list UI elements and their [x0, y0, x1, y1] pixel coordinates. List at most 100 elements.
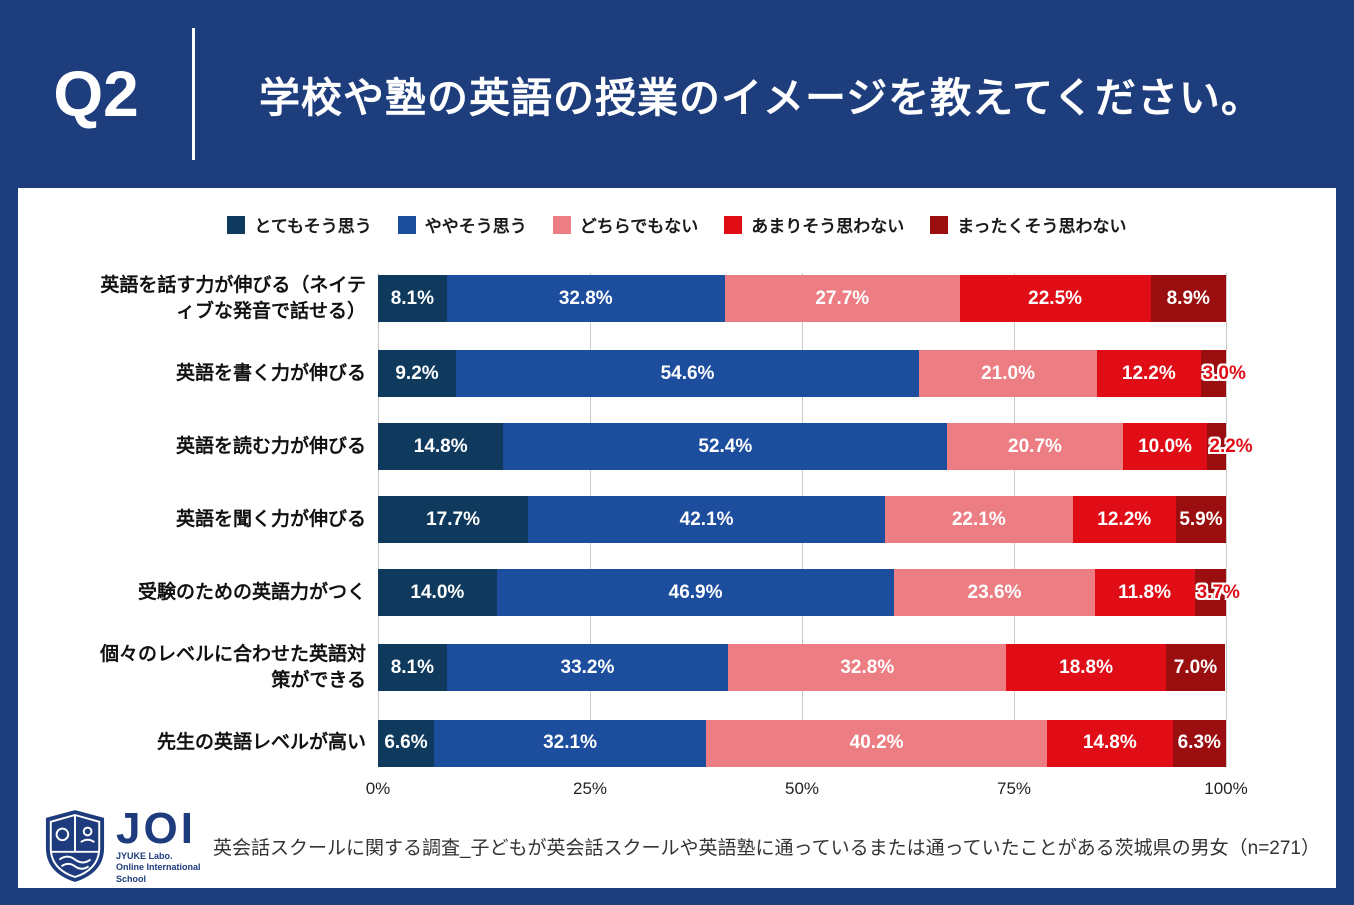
chart-row: 先生の英語レベルが高い 6.6% 32.1% 40.2% 14.8% 6.3% [18, 719, 1336, 767]
axis-tick-label: 75% [996, 778, 1032, 798]
bar-segment: 8.1% [378, 275, 447, 323]
chart-rows: 英語を話す力が伸びる（ネイティブな発音で話せる） 8.1% 32.8% 27.7% 22… [18, 273, 1336, 767]
bar-segment: 12.2% [1072, 496, 1176, 544]
bar-segment: 22.1% [885, 496, 1073, 544]
axis-spacer-left [18, 767, 378, 807]
chart-legend: とてもそう思う ややそう思う どちらでもない あまりそう思わない まったくそう思わない [18, 212, 1336, 237]
shield-logo-icon [45, 810, 105, 882]
bar-segment: 3.7% [1194, 569, 1240, 617]
logo-wordmark: JOI [116, 803, 196, 853]
bar-segment: 17.7% [378, 496, 529, 544]
bar-value-label: 33.2% [560, 656, 615, 678]
row-label: 英語を聞く力が伸びる [175, 508, 366, 530]
bar-segment: 6.3% [1172, 719, 1226, 767]
bar-value-label: 5.9% [1179, 508, 1223, 530]
bar-segment: 23.6% [894, 569, 1095, 617]
bar-value-label: 9.2% [395, 362, 439, 384]
bar-value-label: 52.4% [698, 435, 753, 457]
bar-value-label: 3.0% [1202, 362, 1246, 384]
bar-value-label: 40.2% [849, 732, 904, 754]
row-label: 英語を書く力が伸びる [175, 362, 366, 384]
bar-value-label: 42.1% [679, 508, 734, 530]
bar-value-label: 32.8% [840, 656, 895, 678]
row-label: 英語を話す力が伸びる（ネイティブな発音で話せる） [100, 275, 366, 322]
bar-value-label: 2.2% [1209, 435, 1253, 457]
bar-value-label: 14.8% [1082, 732, 1137, 754]
legend-label: とてもそう思う [254, 217, 372, 236]
axis-track: 0% 25% 50% 75% 100% [366, 767, 1248, 807]
bar-track: 6.6% 32.1% 40.2% 14.8% 6.3% [378, 719, 1226, 767]
bar-segment: 22.5% [959, 275, 1151, 323]
bar-value-label: 8.1% [390, 287, 434, 309]
chart-row: 個々のレベルに合わせた英語対策ができる 8.1% 33.2% 32.8% 18.8% 7.… [18, 642, 1336, 693]
chart-row: 英語を話す力が伸びる（ネイティブな発音で話せる） 8.1% 32.8% 27.7% 22… [18, 273, 1336, 324]
legend-label: あまりそう思わない [751, 217, 905, 236]
bar-track: 14.8% 52.4% 20.7% 10.0% 2.2% [378, 423, 1253, 471]
bar-segment: 32.8% [446, 275, 725, 323]
legend-label: どちらでもない [579, 217, 699, 236]
x-axis: 0% 25% 50% 75% 100% [18, 767, 1336, 807]
bar-value-label: 22.1% [951, 508, 1006, 530]
bar-segment: 14.8% [1047, 719, 1173, 767]
row-label: 個々のレベルに合わせた英語対策ができる [99, 644, 366, 691]
legend-swatch [930, 215, 949, 234]
bar-value-label: 8.1% [390, 656, 434, 678]
row-label: 英語を読む力が伸びる [175, 435, 366, 457]
survey-caption: 英会話スクールに関する調査_子どもが英会話スクールや英語塾に通っているまたは通っ… [212, 837, 1320, 859]
question-number: Q2 [53, 58, 139, 130]
bar-segment: 32.1% [433, 719, 707, 767]
axis-tick-label: 0% [365, 778, 391, 798]
bar-track: 17.7% 42.1% 22.1% 12.2% 5.9% [378, 496, 1226, 544]
row-label: 受験のための英語力がつく [137, 581, 366, 603]
logo-text: JOI JYUKE Labo. Online International Sch… [116, 803, 213, 886]
bar-value-label: 10.0% [1138, 435, 1192, 457]
bar-segment: 2.2% [1207, 423, 1253, 471]
bar-segment: 3.0% [1200, 350, 1246, 398]
chart-row: 受験のための英語力がつく 14.0% 46.9% 23.6% 11.8% 3.7% [18, 569, 1336, 617]
page-title: 学校や塾の英語の授業のイメージを教えてください。 [259, 75, 1263, 121]
bar-segment: 42.1% [528, 496, 886, 544]
bar-segment: 40.2% [706, 719, 1048, 767]
bar-segment: 14.8% [378, 423, 504, 471]
bar-segment: 14.0% [378, 569, 497, 617]
legend-label: まったくそう思わない [957, 217, 1127, 236]
chart-area: 英語を話す力が伸びる（ネイティブな発音で話せる） 8.1% 32.8% 27.7% 22… [18, 273, 1336, 807]
legend-item: どちらでもない [552, 212, 699, 237]
bar-track: 9.2% 54.6% 21.0% 12.2% 3.0% [378, 350, 1246, 398]
bar-segment: 10.0% [1122, 423, 1208, 471]
bar-segment: 7.0% [1165, 644, 1226, 692]
bar-value-label: 32.8% [558, 287, 613, 309]
bar-segment: 52.4% [503, 423, 948, 471]
bar-value-label: 32.1% [543, 732, 597, 754]
bar-value-label: 23.6% [967, 581, 1022, 603]
bar-segment: 12.2% [1097, 350, 1201, 398]
bar-value-label: 12.2% [1097, 508, 1152, 530]
legend-swatch [227, 215, 246, 234]
bar-value-label: 18.8% [1059, 656, 1113, 678]
bar-segment: 32.8% [728, 644, 1007, 692]
chart-row: 英語を聞く力が伸びる 17.7% 42.1% 22.1% 12.2% 5.9% [18, 496, 1336, 544]
bar-segment: 5.9% [1175, 496, 1226, 544]
bar-track: 8.1% 32.8% 27.7% 22.5% 8.9% [378, 275, 1226, 323]
joi-logo: JOI JYUKE Labo. Online International Sch… [44, 803, 213, 886]
bar-segment: 6.6% [378, 719, 434, 767]
axis-tick-label: 100% [1204, 778, 1248, 798]
bar-value-label: 14.0% [410, 581, 465, 603]
legend-item: ややそう思う [397, 212, 527, 237]
bar-track: 8.1% 33.2% 32.8% 18.8% 7.0% [378, 644, 1226, 692]
bar-segment: 54.6% [456, 350, 920, 398]
bar-segment: 11.8% [1094, 569, 1195, 617]
chart-panel: とてもそう思う ややそう思う どちらでもない あまりそう思わない まったくそう思わない … [18, 188, 1336, 888]
bar-value-label: 21.0% [981, 362, 1035, 384]
chart-row: 英語を読む力が伸びる 14.8% 52.4% 20.7% 10.0% 2.2% [18, 423, 1336, 471]
bar-segment: 8.9% [1150, 275, 1226, 323]
bar-segment: 9.2% [378, 350, 457, 398]
axis-tick-label: 50% [784, 778, 820, 798]
bar-segment: 46.9% [496, 569, 895, 617]
axis-tick-label: 25% [572, 778, 608, 798]
bar-track: 14.0% 46.9% 23.6% 11.8% 3.7% [378, 569, 1240, 617]
bar-value-label: 8.9% [1166, 287, 1210, 309]
bar-value-label: 22.5% [1028, 287, 1083, 309]
bar-value-label: 6.3% [1177, 732, 1221, 754]
